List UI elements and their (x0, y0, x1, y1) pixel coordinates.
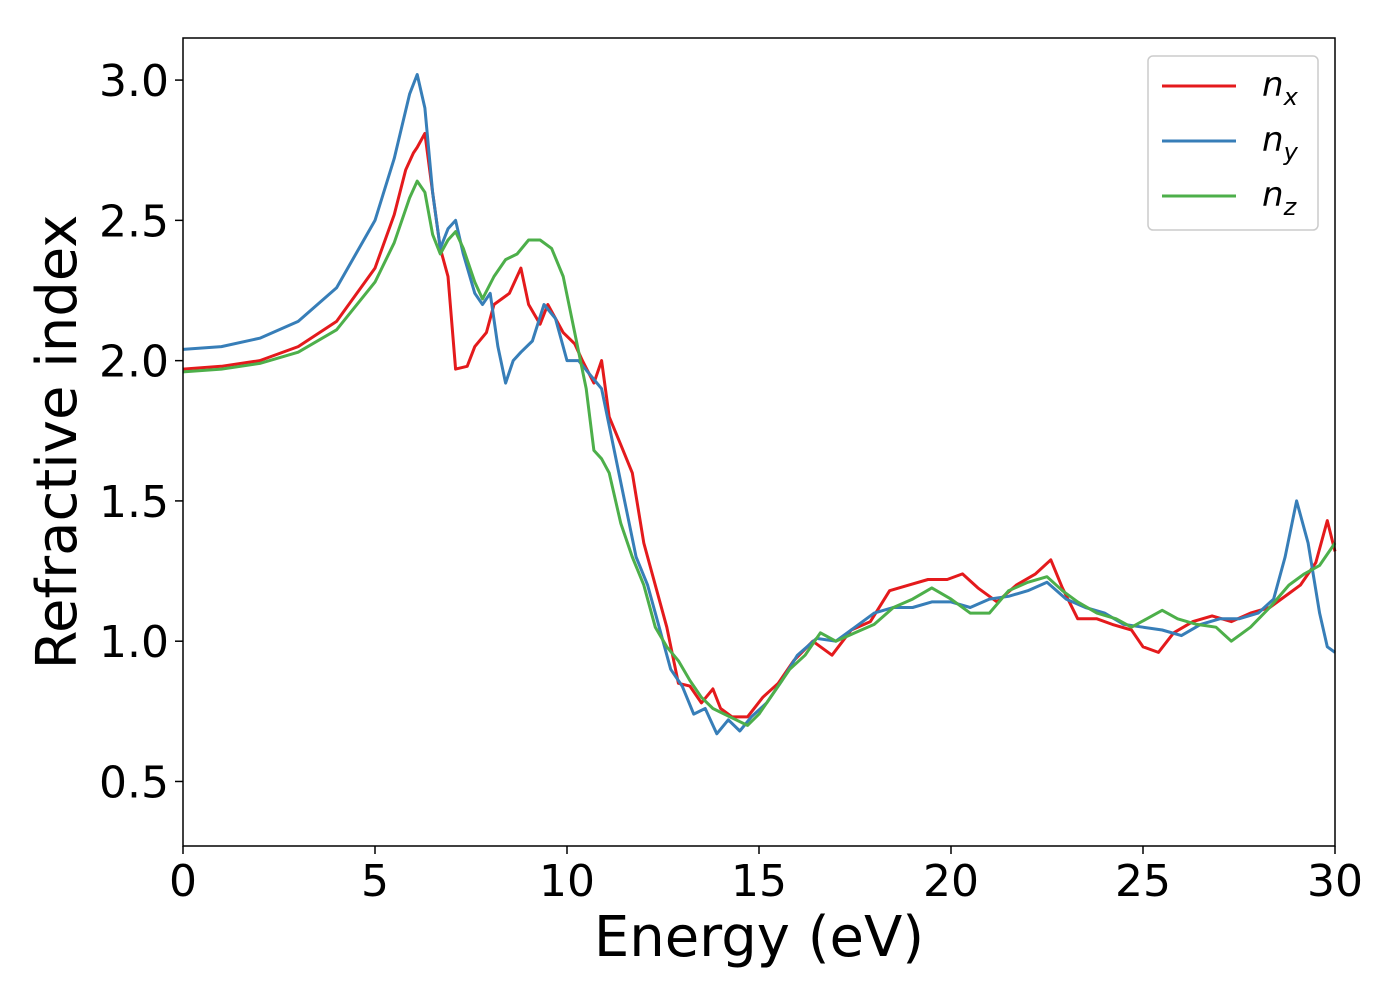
y-tick-label: 1.0 (99, 617, 169, 668)
x-axis: 0 5 10 15 20 25 30 (169, 846, 1363, 907)
series-line-ny (182, 73, 1336, 736)
legend-box (1147, 55, 1319, 231)
series-line-nz (182, 179, 1337, 727)
y-axis: 0.5 1.0 1.5 2.0 2.5 3.0 (99, 56, 183, 808)
plot-lines (182, 73, 1337, 736)
y-tick-label: 3.0 (99, 56, 169, 107)
y-axis-label: Refractive index (25, 215, 90, 670)
x-tick-label: 15 (731, 856, 787, 907)
y-tick-label: 1.5 (99, 477, 169, 528)
x-tick-label: 25 (1115, 856, 1171, 907)
x-tick-label: 5 (361, 856, 389, 907)
x-tick-label: 0 (169, 856, 197, 907)
y-tick-label: 0.5 (99, 757, 169, 808)
series-line-nx (182, 131, 1337, 719)
y-tick-label: 2.5 (99, 196, 169, 247)
x-axis-label: Energy (eV) (594, 905, 924, 970)
x-tick-label: 10 (539, 856, 595, 907)
x-tick-label: 20 (923, 856, 979, 907)
x-tick-label: 30 (1307, 856, 1363, 907)
y-tick-label: 2.0 (99, 337, 169, 388)
